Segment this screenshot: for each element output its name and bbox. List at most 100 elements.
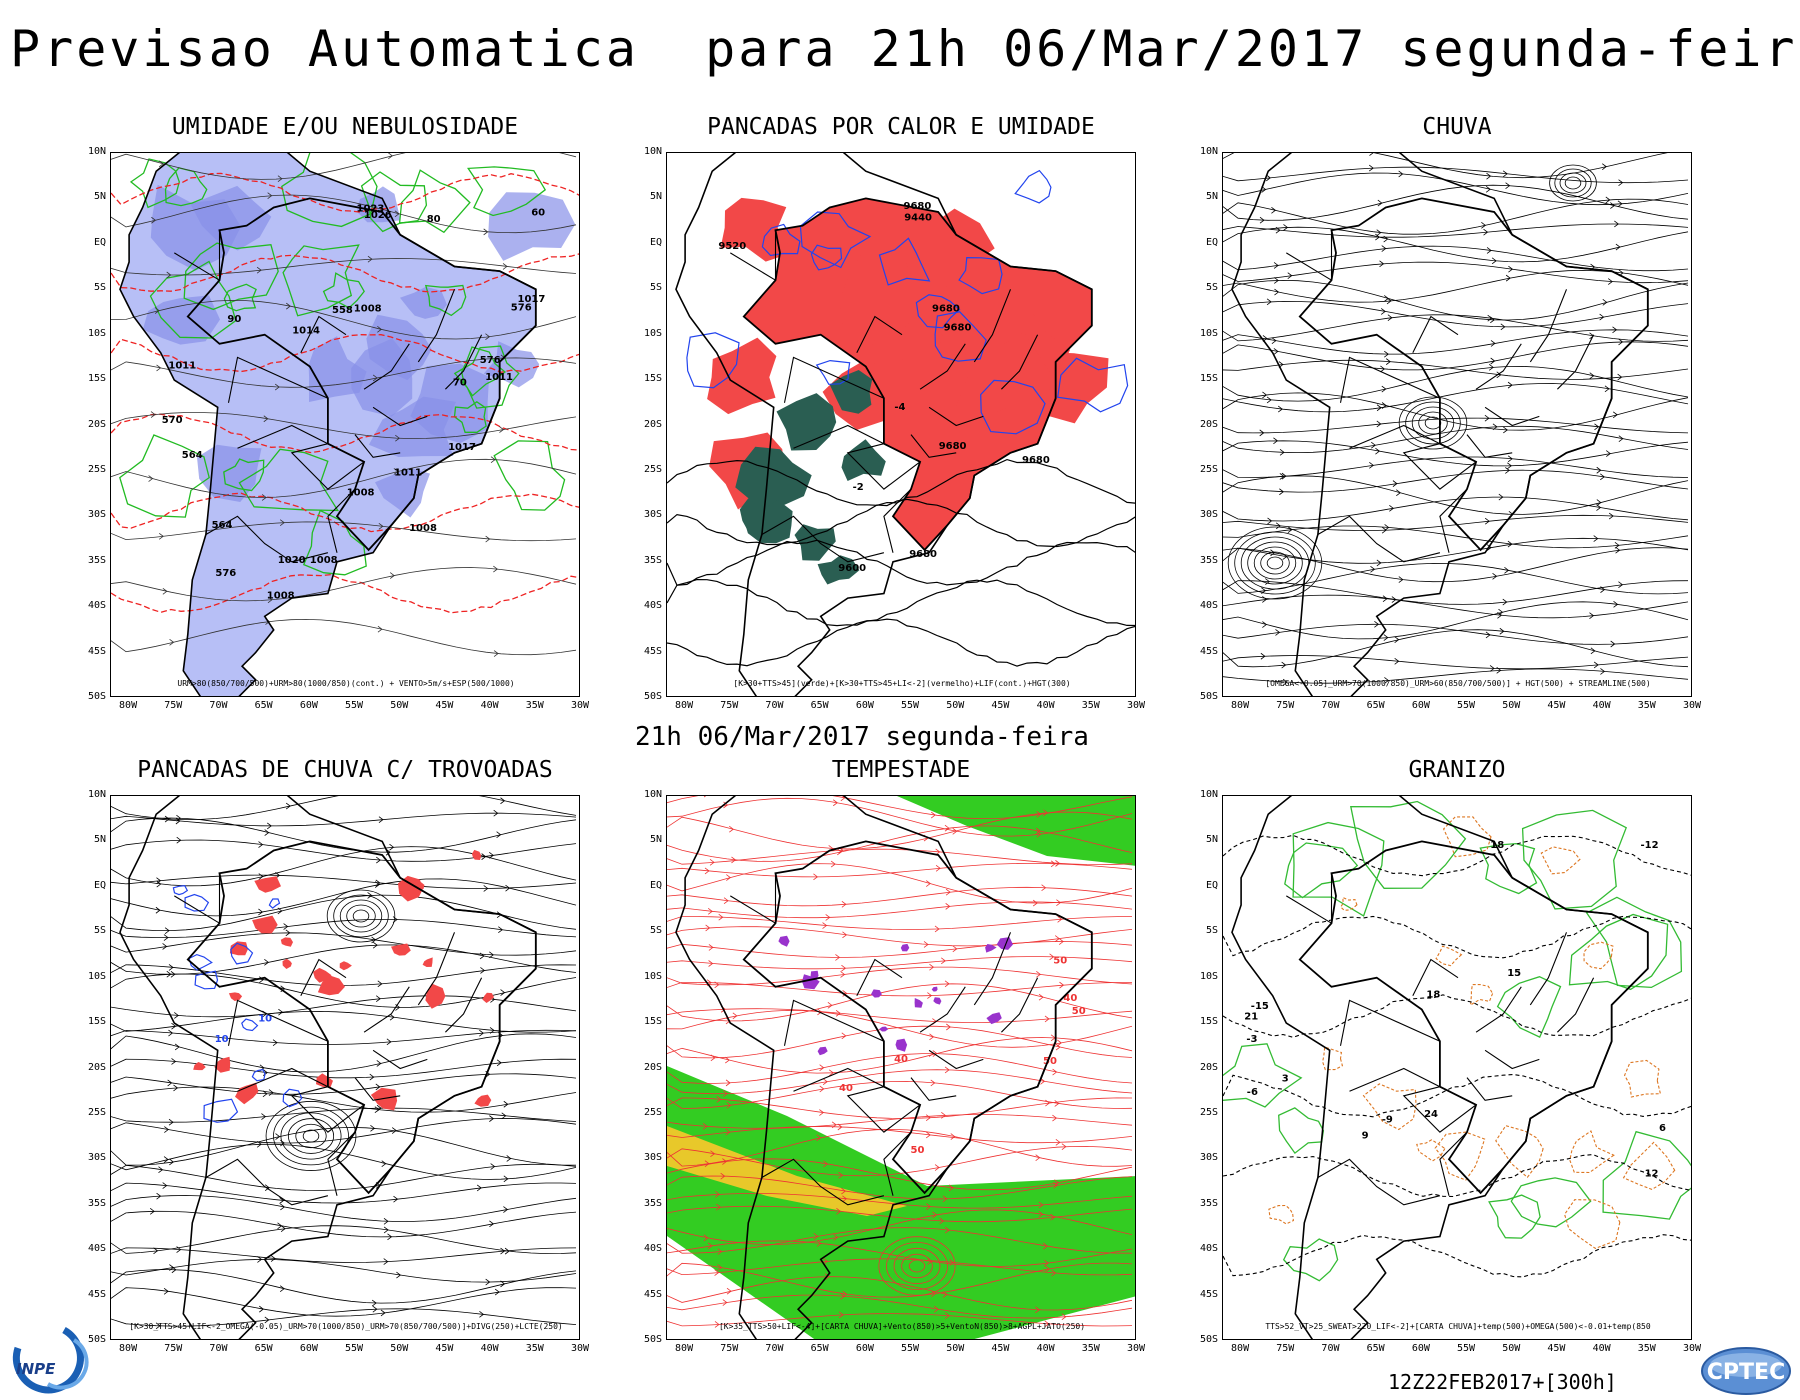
streamline-arrow	[1489, 665, 1495, 672]
streamline-arrow	[1050, 860, 1056, 868]
streamline-arrow	[948, 1184, 954, 1192]
streamline-arrow	[1505, 182, 1511, 189]
humidity-contour	[183, 242, 279, 311]
streamline	[1223, 456, 1689, 478]
panel-legend: [K>30_TTS>45+LIF<-2_OMEGA(-0.05)_URM>70(…	[129, 1322, 563, 1331]
streamline-arrow	[725, 1128, 731, 1136]
humidity-area	[794, 524, 836, 561]
streamline-arrow	[1503, 426, 1508, 434]
streamline	[111, 1308, 577, 1327]
streamline-arrow	[836, 848, 842, 856]
state-border	[1557, 977, 1595, 1033]
humidity-fill	[368, 396, 456, 457]
streamline-arrow	[945, 903, 951, 910]
lifted-index-contour	[815, 359, 851, 385]
streamline	[1223, 623, 1689, 645]
streamline-arrow	[1608, 512, 1614, 520]
latitude-label: 25S	[643, 1106, 662, 1118]
latitude-label: 50S	[87, 691, 106, 702]
temperature-contour	[1496, 976, 1562, 1038]
streamline	[111, 1269, 577, 1304]
latitude-label: 35S	[1199, 554, 1218, 566]
contour-value-label: 50	[1053, 956, 1067, 967]
streamline-arrow	[1036, 971, 1042, 978]
streamline-arrow	[1498, 493, 1504, 501]
streamline-arrow	[257, 1256, 263, 1263]
state-border	[973, 289, 1012, 363]
streamline-arrow	[490, 1163, 496, 1170]
streamline-arrow	[1392, 480, 1398, 487]
geopotential-contour	[111, 253, 579, 293]
humidity-contour	[282, 244, 360, 317]
longitude-label: 50W	[390, 1343, 409, 1354]
longitude-label: 50W	[946, 700, 965, 711]
streamline-arrow	[480, 967, 486, 974]
streamline-arrow	[817, 1008, 823, 1016]
state-border	[300, 958, 347, 997]
panel-legend: TTS>52_VT>25_SWEAT>220_LIF<-2]+[CARTA CH…	[1265, 1322, 1651, 1331]
streamline-arrow	[837, 1123, 843, 1131]
streamline-arrow	[725, 1056, 730, 1064]
longitude-label: 35W	[525, 1343, 544, 1354]
streamline	[1240, 536, 1310, 590]
latitude-label: 5N	[649, 834, 662, 846]
streamline-arrow	[493, 650, 499, 657]
contour-value-label: 18	[1490, 840, 1504, 851]
streamline-arrow	[825, 914, 831, 921]
streamline-arrow	[823, 1160, 829, 1168]
state-border	[1001, 977, 1039, 1033]
thunderstorm-area	[370, 1087, 398, 1111]
streamline-arrow	[1487, 314, 1493, 322]
omega-contour	[1416, 1139, 1446, 1162]
streamline-arrow	[703, 796, 707, 798]
streamline-arrow	[372, 374, 378, 382]
streamline-arrow	[1043, 1259, 1049, 1267]
latitude-label: 40S	[87, 1243, 106, 1255]
wind-area	[897, 796, 1135, 866]
longitude-label: 45W	[1547, 1343, 1566, 1354]
temperature-contour	[1223, 1073, 1691, 1118]
streamline-arrow	[1271, 206, 1277, 214]
streamline-arrow	[375, 995, 381, 1003]
contour-value-label: 570	[162, 415, 183, 426]
streamline	[667, 916, 1133, 930]
streamline	[901, 1253, 933, 1279]
streamline-arrow	[841, 900, 847, 908]
temperature-contour	[1282, 1238, 1339, 1282]
latitude-label: 30S	[1199, 1152, 1218, 1164]
contour-value-label: 9680	[944, 322, 972, 333]
streamline-arrow	[717, 1264, 723, 1271]
state-border	[372, 1049, 428, 1070]
omega-contour	[1434, 1131, 1486, 1181]
streamline-arrow	[828, 1069, 834, 1077]
divergence-contour	[184, 893, 210, 912]
latitude-label: 50S	[87, 1334, 106, 1345]
streamline-arrow	[483, 885, 489, 892]
streamline-arrow	[1596, 499, 1602, 506]
streamline-arrow	[925, 1114, 931, 1122]
brazil-border	[742, 840, 1093, 1195]
latitude-label: 25S	[643, 463, 662, 475]
streamline-arrow	[1490, 340, 1496, 347]
streamline-arrow	[1055, 860, 1061, 867]
streamline-arrow	[927, 992, 933, 999]
streamline	[111, 1143, 577, 1180]
state-border	[1475, 986, 1522, 1033]
streamline-arrow	[1371, 441, 1376, 449]
latitude-label: 5S	[93, 282, 106, 294]
streamline-arrow	[1274, 277, 1279, 284]
streamline	[1223, 365, 1689, 402]
humidity-area	[841, 439, 886, 481]
contour-value-label: 60	[531, 208, 545, 219]
streamline	[1223, 329, 1689, 355]
streamline-arrow	[267, 192, 273, 199]
map-granizo: 18 18 15 12 9 6 3 -3 -6 -9 -12 -15 21 24 TTS>52_VT>25_…	[1222, 795, 1692, 1340]
streamline	[111, 874, 577, 889]
geopotential-contour	[111, 492, 579, 533]
streamline	[326, 889, 396, 943]
humidity-contour	[238, 448, 339, 512]
lifted-index-contour	[810, 244, 843, 271]
state-border	[363, 343, 410, 390]
height-contour	[667, 578, 1135, 627]
state-border	[1484, 406, 1540, 427]
